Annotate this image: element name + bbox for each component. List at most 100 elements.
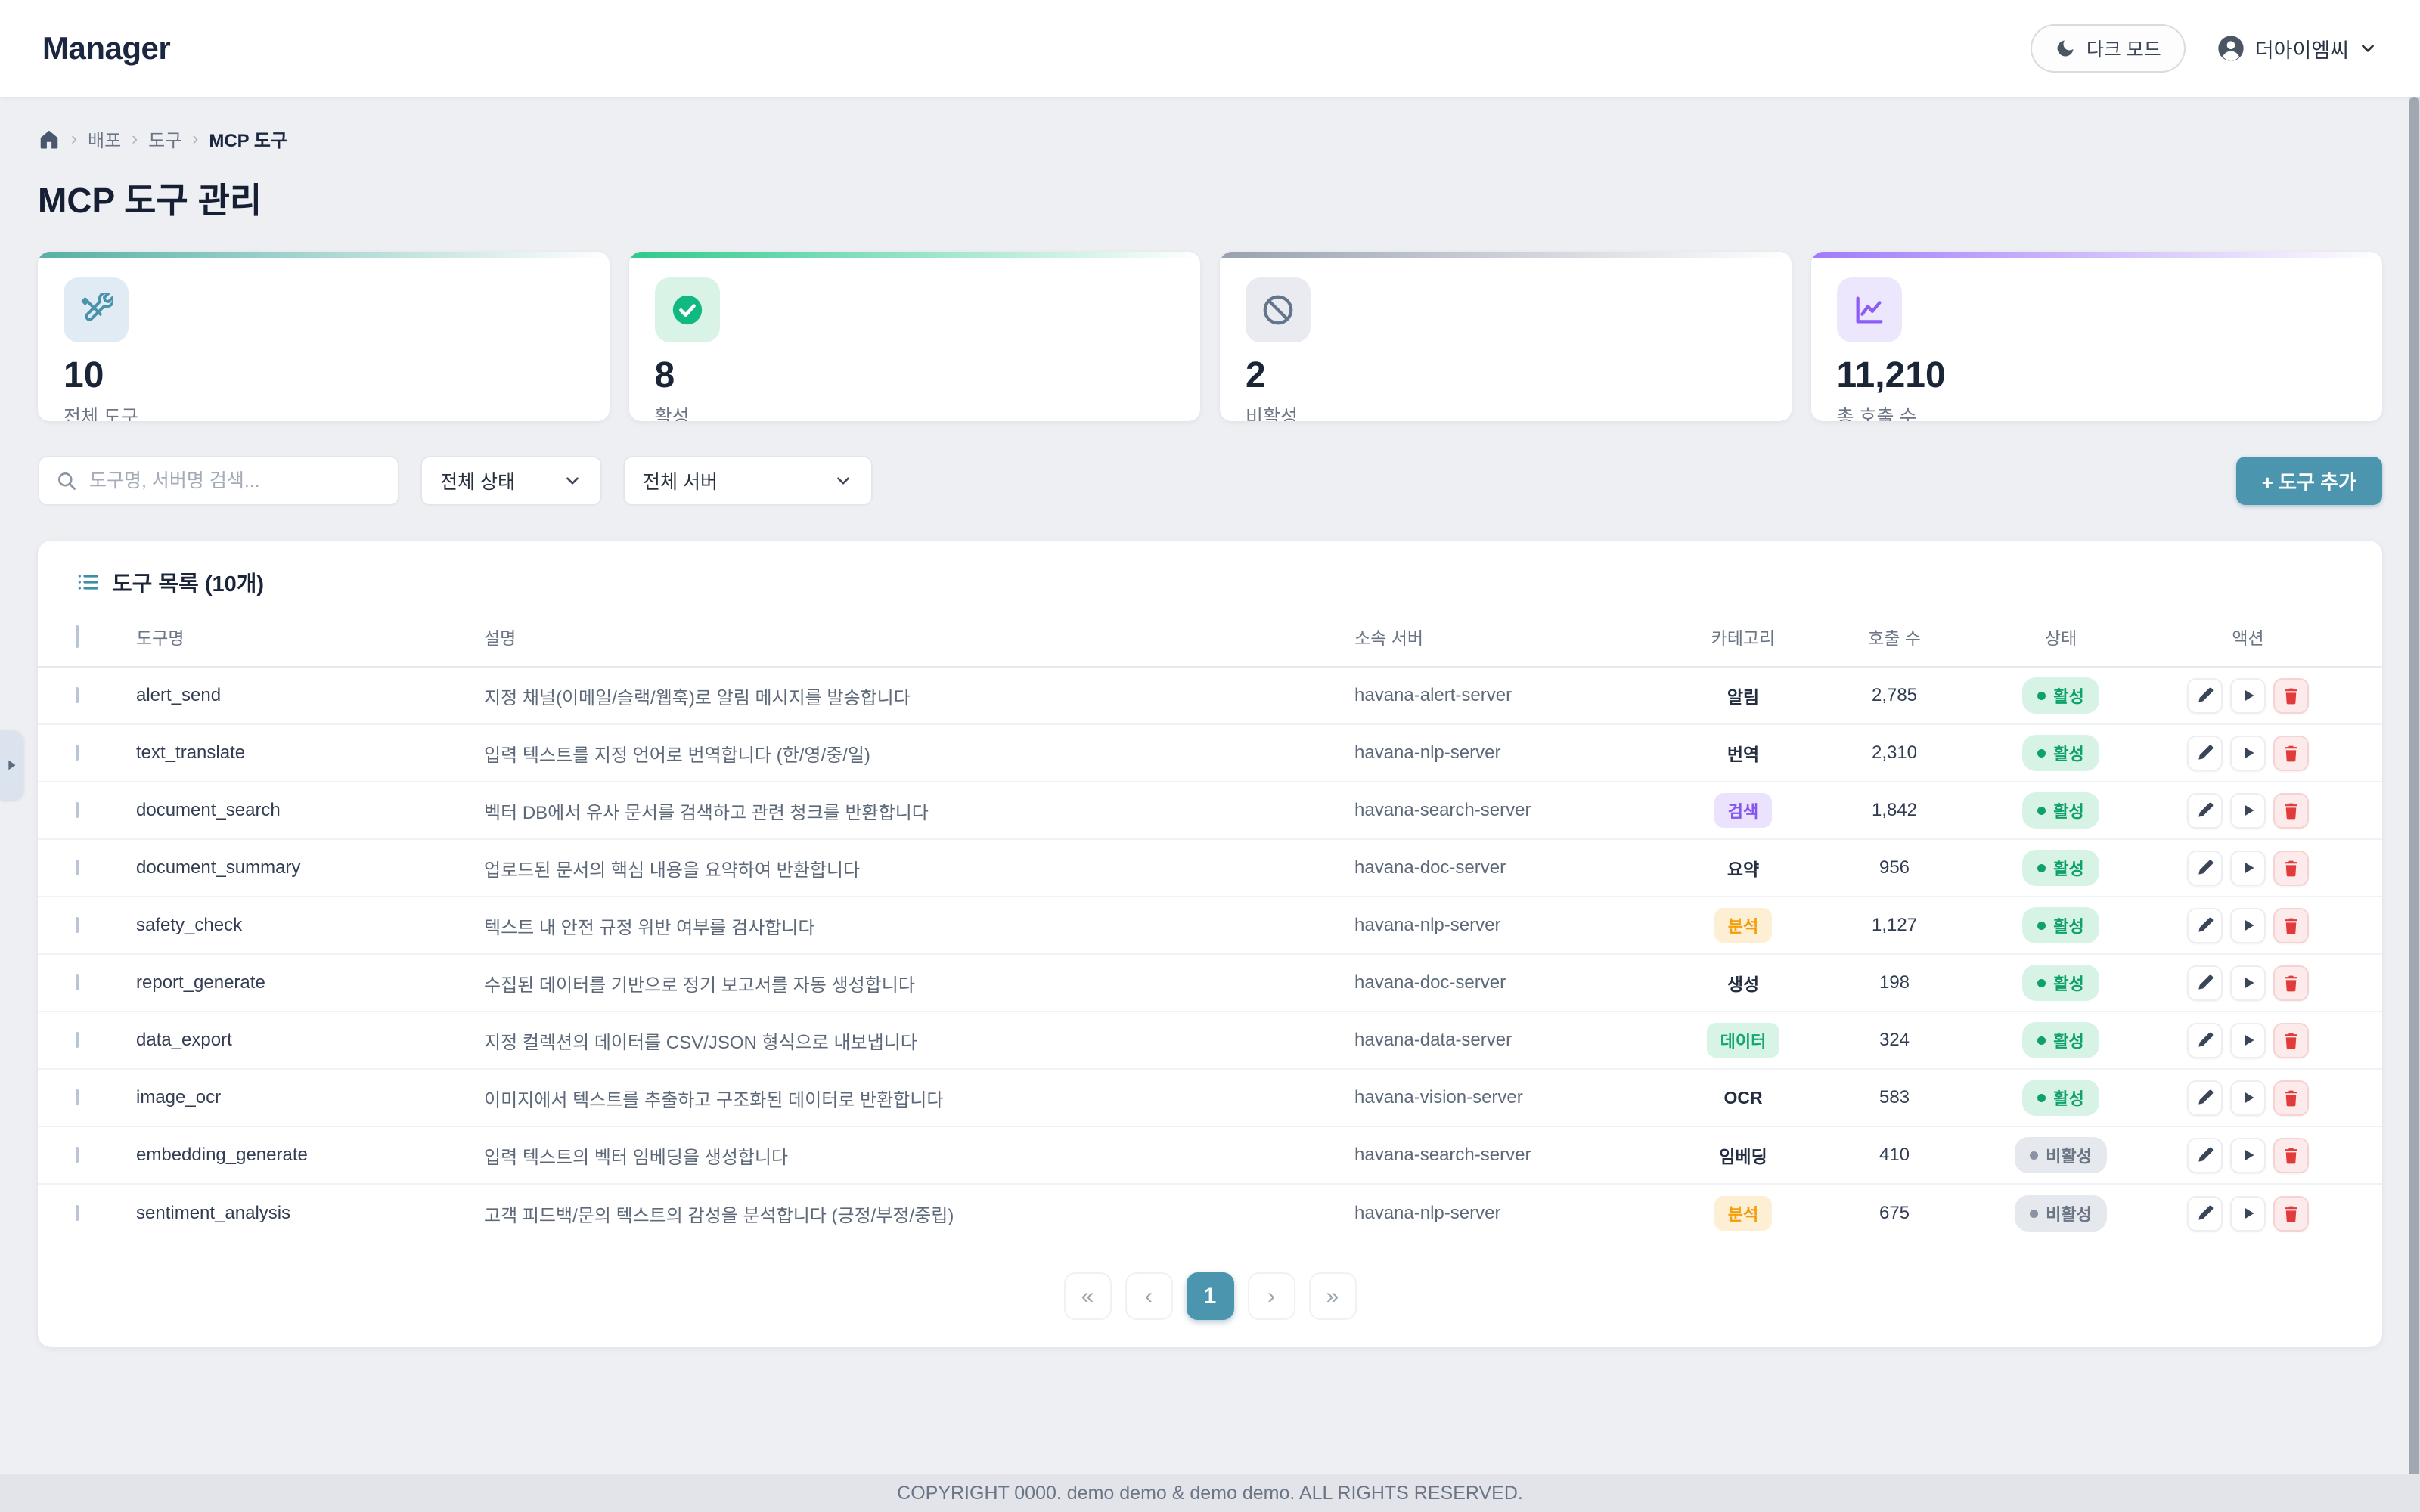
delete-button[interactable] — [2273, 907, 2309, 943]
status-badge: 활성 — [2022, 735, 2099, 771]
status-dot-icon — [2037, 921, 2046, 930]
edit-button[interactable] — [2187, 1195, 2223, 1232]
card-accent-bar — [38, 252, 610, 258]
edit-button[interactable] — [2187, 850, 2223, 886]
scrollbar-thumb[interactable] — [2409, 97, 2419, 1484]
run-button[interactable] — [2230, 735, 2266, 771]
status-filter-value: 전체 상태 — [440, 472, 515, 493]
row-checkbox[interactable] — [76, 687, 79, 703]
tool-description: 입력 텍스트의 벡터 임베딩을 생성합니다 — [484, 1147, 789, 1168]
row-checkbox[interactable] — [76, 974, 79, 990]
table-row: data_export 지정 컬렉션의 데이터를 CSV/JSON 형식으로 내… — [38, 1012, 2382, 1070]
stat-label: 비활성 — [1246, 407, 1298, 421]
tool-server: havana-nlp-server — [1354, 742, 1501, 763]
pagination-last-button[interactable]: » — [1308, 1272, 1357, 1320]
category-badge: 번역 — [1727, 745, 1760, 764]
chevron-down-icon — [833, 471, 853, 491]
delete-button[interactable] — [2273, 1137, 2309, 1173]
edit-button[interactable] — [2187, 1080, 2223, 1116]
table-row: alert_send 지정 채널(이메일/슬랙/웹훅)로 알림 메시지를 발송합… — [38, 668, 2382, 725]
status-dot-icon — [2037, 748, 2046, 758]
breadcrumb-current: MCP 도구 — [209, 131, 288, 151]
pagination-page-1-button[interactable]: 1 — [1186, 1272, 1234, 1320]
edit-button[interactable] — [2187, 735, 2223, 771]
tool-server: havana-vision-server — [1354, 1087, 1523, 1108]
row-checkbox[interactable] — [76, 1205, 79, 1221]
breadcrumb-item-tools[interactable]: 도구 — [148, 131, 182, 151]
page-scrollbar[interactable] — [2409, 97, 2420, 1512]
tool-name: image_ocr — [136, 1087, 222, 1108]
table-row: document_summary 업로드된 문서의 핵심 내용을 요약하여 반환… — [38, 840, 2382, 897]
edit-button[interactable] — [2187, 1137, 2223, 1173]
pagination-prev-button[interactable]: ‹ — [1125, 1272, 1173, 1320]
select-all-checkbox[interactable] — [76, 624, 79, 648]
pencil-icon — [2195, 743, 2215, 763]
run-button[interactable] — [2230, 965, 2266, 1001]
check-circle-icon — [654, 277, 720, 342]
run-button[interactable] — [2230, 1137, 2266, 1173]
status-dot-icon — [2037, 863, 2046, 872]
delete-button[interactable] — [2273, 792, 2309, 829]
tool-server: havana-nlp-server — [1354, 915, 1501, 935]
row-checkbox[interactable] — [76, 745, 79, 761]
trash-icon — [2282, 859, 2301, 878]
play-icon — [2239, 1146, 2257, 1164]
delete-button[interactable] — [2273, 1080, 2309, 1116]
pencil-icon — [2195, 858, 2215, 878]
dark-mode-toggle[interactable]: 다크 모드 — [2030, 24, 2186, 73]
status-badge: 활성 — [2022, 907, 2099, 943]
sidebar-expand-toggle[interactable] — [0, 730, 23, 800]
add-tool-button[interactable]: + 도구 추가 — [2235, 457, 2382, 505]
chevron-down-icon — [563, 471, 582, 491]
user-menu[interactable]: 더아이엠씨 — [2216, 33, 2378, 64]
ban-icon — [1246, 277, 1311, 342]
call-count: 956 — [1879, 857, 1910, 878]
pagination-first-button[interactable]: « — [1063, 1272, 1112, 1320]
status-filter-select[interactable]: 전체 상태 — [420, 456, 602, 506]
table-row: sentiment_analysis 고객 피드백/문의 텍스트의 감성을 분석… — [38, 1185, 2382, 1242]
server-filter-select[interactable]: 전체 서버 — [623, 456, 873, 506]
row-checkbox[interactable] — [76, 1089, 79, 1105]
run-button[interactable] — [2230, 792, 2266, 829]
row-checkbox[interactable] — [76, 860, 79, 875]
row-checkbox[interactable] — [76, 802, 79, 818]
edit-button[interactable] — [2187, 1022, 2223, 1058]
tool-name: alert_send — [136, 685, 222, 705]
run-button[interactable] — [2230, 907, 2266, 943]
row-checkbox[interactable] — [76, 1147, 79, 1163]
page-title: MCP 도구 관리 — [38, 181, 262, 220]
home-icon[interactable] — [38, 128, 60, 150]
tool-server: havana-alert-server — [1354, 685, 1512, 705]
status-badge: 비활성 — [2015, 1195, 2107, 1232]
status-badge: 활성 — [2022, 965, 2099, 1001]
table-row: document_search 벡터 DB에서 유사 문서를 검색하고 관련 청… — [38, 782, 2382, 840]
copyright-text: COPYRIGHT 0000. demo demo & demo demo. A… — [897, 1482, 1523, 1504]
tool-server: havana-doc-server — [1354, 972, 1506, 993]
breadcrumb-separator: › — [192, 128, 199, 149]
delete-button[interactable] — [2273, 965, 2309, 1001]
row-checkbox[interactable] — [76, 1032, 79, 1048]
delete-button[interactable] — [2273, 1195, 2309, 1232]
run-button[interactable] — [2230, 1022, 2266, 1058]
edit-button[interactable] — [2187, 907, 2223, 943]
breadcrumb-item-deploy[interactable]: 배포 — [88, 131, 122, 151]
edit-button[interactable] — [2187, 677, 2223, 714]
run-button[interactable] — [2230, 850, 2266, 886]
delete-button[interactable] — [2273, 850, 2309, 886]
run-button[interactable] — [2230, 1080, 2266, 1116]
edit-button[interactable] — [2187, 965, 2223, 1001]
row-checkbox[interactable] — [76, 917, 79, 933]
status-dot-icon — [2037, 691, 2046, 700]
call-count: 583 — [1879, 1087, 1910, 1108]
delete-button[interactable] — [2273, 677, 2309, 714]
edit-button[interactable] — [2187, 792, 2223, 829]
tool-name: document_search — [136, 800, 281, 820]
moon-icon — [2055, 38, 2076, 59]
run-button[interactable] — [2230, 1195, 2266, 1232]
search-input[interactable] — [89, 469, 381, 492]
delete-button[interactable] — [2273, 735, 2309, 771]
run-button[interactable] — [2230, 677, 2266, 714]
tool-list-card: 도구 목록 (10개) 도구명 설명 소속 서버 카테고리 호출 수 상태 액션… — [38, 541, 2382, 1347]
delete-button[interactable] — [2273, 1022, 2309, 1058]
pagination-next-button[interactable]: › — [1247, 1272, 1295, 1320]
